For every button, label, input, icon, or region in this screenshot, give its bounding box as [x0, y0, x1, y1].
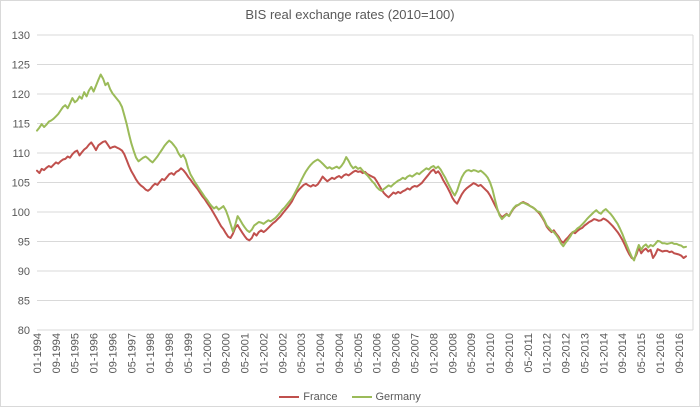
x-axis-label-09-2014: 09-2014: [617, 333, 629, 373]
x-axis-label-05-2005: 05-2005: [353, 333, 365, 373]
x-axis-label-09-2004: 09-2004: [334, 333, 346, 373]
legend: France Germany: [1, 391, 699, 403]
x-axis-label-05-2009: 05-2009: [466, 333, 478, 373]
x-axis-label-09-1994: 09-1994: [51, 333, 63, 373]
x-axis-label-01-2006: 01-2006: [372, 333, 384, 373]
x-axis-label-05-2003: 05-2003: [296, 333, 308, 373]
x-axis-label-01-1996: 01-1996: [88, 333, 100, 373]
x-axis-label-09-2006: 09-2006: [391, 333, 403, 373]
y-axis-label-90: 90: [18, 266, 30, 278]
x-axis-label-09-1996: 09-1996: [107, 333, 119, 373]
germany-line: [36, 73, 687, 262]
y-axis-label-100: 100: [12, 207, 30, 219]
x-axis-label-09-2016: 09-2016: [674, 333, 686, 373]
x-axis-label-01-2010: 01-2010: [485, 333, 497, 373]
legend-label-france: France: [303, 391, 338, 403]
y-axis-label-130: 130: [12, 30, 30, 42]
x-axis-label-09-2008: 09-2008: [447, 333, 459, 373]
germany-line-swatch: [351, 396, 372, 398]
x-axis-label-09-2012: 09-2012: [560, 333, 572, 373]
x-axis-label-01-2008: 01-2008: [428, 333, 440, 373]
x-axis-label-01-1994: 01-1994: [32, 333, 44, 373]
x-axis-label-05-2011: 05-2011: [523, 333, 535, 373]
x-axis-label-01-2016: 01-2016: [655, 333, 667, 373]
y-axis-label-125: 125: [12, 60, 30, 72]
x-axis-label-05-1999: 05-1999: [183, 333, 195, 373]
y-axis-label-95: 95: [18, 237, 30, 249]
y-axis-label-110: 110: [12, 148, 30, 160]
x-axis-label-09-2002: 09-2002: [277, 333, 289, 373]
x-axis-label-01-2014: 01-2014: [598, 333, 610, 373]
france-line-swatch: [279, 396, 300, 398]
france-line: [36, 140, 687, 261]
x-axis-label-09-2010: 09-2010: [504, 333, 516, 373]
x-axis-label-01-2004: 01-2004: [315, 333, 327, 373]
x-axis-label-05-1997: 05-1997: [126, 333, 138, 373]
x-axis-label-01-2012: 01-2012: [542, 333, 554, 373]
x-axis-label-01-2002: 01-2002: [258, 333, 270, 373]
x-axis-label-05-2013: 05-2013: [579, 333, 591, 373]
x-axis-label-05-1995: 05-1995: [70, 333, 82, 373]
legend-label-germany: Germany: [375, 391, 421, 403]
legend-item-germany: Germany: [351, 391, 421, 403]
legend-item-france: France: [279, 391, 338, 403]
y-axis-label-105: 105: [12, 178, 30, 190]
y-axis-label-80: 80: [18, 325, 30, 337]
x-axis-label-09-2000: 09-2000: [221, 333, 233, 373]
x-axis-label-05-2007: 05-2007: [409, 333, 421, 373]
x-axis-label-01-2000: 01-2000: [202, 333, 214, 373]
y-axis-label-120: 120: [12, 89, 30, 101]
y-axis-label-115: 115: [12, 119, 30, 131]
y-axis-label-85: 85: [18, 296, 30, 308]
chart-title: BIS real exchange rates (2010=100): [245, 7, 455, 22]
x-axis-label-01-1998: 01-1998: [145, 333, 157, 373]
x-axis-label-05-2015: 05-2015: [636, 333, 648, 373]
x-axis-label-09-1998: 09-1998: [164, 333, 176, 373]
x-axis-label-05-2001: 05-2001: [240, 333, 252, 373]
